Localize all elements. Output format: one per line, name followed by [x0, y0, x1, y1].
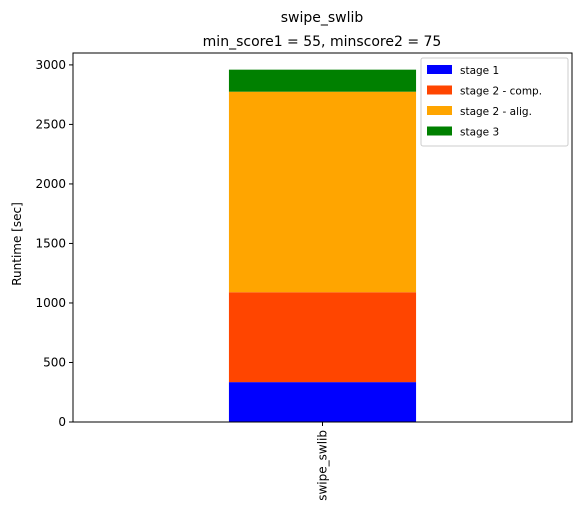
y-tick-label: 3000: [35, 58, 66, 72]
chart-title: swipe_swlib: [281, 10, 364, 26]
legend-label: stage 2 - comp.: [460, 86, 542, 98]
legend: stage 1 stage 2 - comp. stage 2 - alig. sta…: [420, 57, 569, 147]
y-tick-label: 2000: [35, 177, 66, 191]
bar-segment-2: [228, 91, 417, 293]
y-tick-label: 1000: [35, 296, 66, 310]
legend-swatch: [427, 106, 452, 115]
y-tick-label: 2500: [35, 117, 66, 131]
legend-label: stage 1: [460, 65, 499, 77]
legend-label: stage 2 - alig.: [460, 106, 532, 118]
legend-box: [420, 57, 569, 147]
legend-swatch: [427, 85, 452, 95]
legend-label: stage 3: [460, 127, 499, 139]
bar-segment-3: [228, 69, 417, 92]
legend-swatch: [427, 126, 452, 136]
bars-group: [228, 69, 417, 422]
x-tick-label: swipe_swlib: [316, 430, 330, 501]
bar-segment-0: [228, 382, 417, 422]
bar-segment-1: [228, 292, 417, 383]
plot-frame: [72, 52, 573, 423]
y-tick-label: 0: [58, 415, 66, 429]
y-axis: 0 500 1000 1500 2000 2500 3000: [35, 58, 73, 429]
y-tick-label: 1500: [35, 236, 66, 250]
y-axis-label: Runtime [sec]: [10, 202, 24, 286]
x-axis: swipe_swlib: [316, 422, 330, 501]
legend-swatch: [427, 65, 452, 74]
y-tick-label: 500: [43, 355, 66, 369]
chart-subtitle: min_score1 = 55, minscore2 = 75: [203, 34, 442, 50]
